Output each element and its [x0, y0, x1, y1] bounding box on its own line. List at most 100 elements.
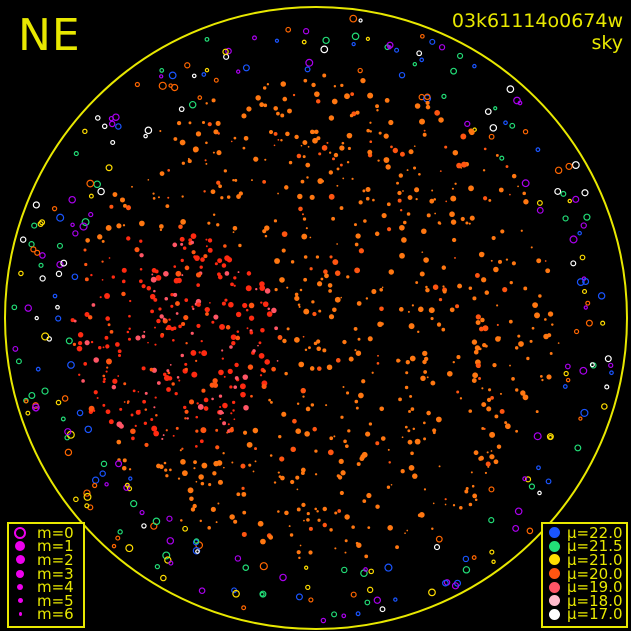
star-marker — [264, 225, 270, 231]
star-marker — [147, 341, 149, 344]
star-marker — [435, 535, 443, 543]
star-marker — [479, 455, 484, 461]
star-marker — [184, 417, 187, 420]
star-marker — [417, 513, 422, 518]
star-marker — [309, 236, 312, 239]
star-marker — [322, 73, 327, 78]
star-marker — [437, 221, 441, 225]
star-marker — [301, 213, 304, 216]
star-marker — [509, 193, 511, 196]
star-marker — [73, 319, 77, 323]
star-marker — [405, 371, 409, 375]
star-marker — [105, 370, 108, 373]
star-marker — [86, 179, 95, 188]
star-marker — [309, 267, 313, 271]
star-marker — [451, 582, 460, 590]
star-marker — [101, 278, 104, 281]
star-marker — [195, 429, 199, 433]
star-marker — [192, 146, 199, 153]
star-marker — [421, 228, 427, 235]
star-marker — [142, 399, 147, 404]
star-marker — [243, 135, 249, 141]
star-marker — [500, 229, 505, 234]
star-marker — [179, 449, 182, 452]
star-marker — [368, 422, 373, 426]
star-marker — [367, 336, 373, 342]
star-marker — [432, 428, 437, 433]
star-marker — [318, 309, 322, 313]
star-marker — [314, 91, 320, 97]
star-marker — [223, 169, 227, 173]
star-marker — [253, 156, 259, 162]
star-marker — [83, 248, 87, 252]
star-marker — [288, 525, 291, 528]
star-marker — [413, 166, 417, 170]
star-marker — [296, 550, 301, 555]
star-marker — [547, 311, 554, 317]
star-marker — [380, 322, 384, 326]
star-marker — [70, 318, 75, 323]
star-marker — [143, 330, 146, 333]
star-marker — [579, 254, 586, 261]
star-marker — [383, 157, 390, 163]
star-marker — [249, 330, 254, 335]
star-marker — [300, 387, 306, 394]
star-marker — [362, 499, 367, 504]
star-marker — [64, 448, 73, 457]
star-marker — [324, 273, 329, 279]
star-marker — [581, 288, 588, 295]
star-marker — [480, 317, 485, 323]
star-marker — [407, 310, 410, 313]
star-marker — [295, 428, 302, 435]
star-marker — [340, 470, 346, 476]
star-marker — [166, 537, 175, 545]
star-marker — [563, 370, 569, 377]
star-marker — [215, 120, 221, 126]
star-marker — [130, 413, 134, 417]
star-marker — [67, 361, 75, 369]
star-marker — [380, 436, 386, 441]
star-marker — [381, 212, 387, 219]
star-marker — [419, 118, 425, 125]
star-marker — [158, 81, 167, 90]
star-marker — [384, 563, 393, 572]
star-marker — [506, 85, 515, 94]
star-marker — [116, 439, 122, 445]
star-marker — [449, 211, 455, 218]
star-marker — [178, 324, 182, 329]
star-marker — [165, 429, 168, 432]
star-marker — [460, 167, 463, 169]
star-marker — [277, 510, 280, 513]
star-marker — [322, 522, 327, 528]
star-marker — [340, 415, 344, 419]
star-marker — [441, 265, 447, 270]
star-marker — [94, 115, 101, 121]
star-marker — [351, 525, 355, 529]
star-marker — [173, 277, 180, 284]
star-marker — [534, 312, 541, 319]
star-marker — [169, 468, 172, 472]
star-marker — [195, 480, 198, 483]
star-marker — [302, 140, 308, 146]
star-marker — [340, 83, 344, 88]
star-marker — [355, 233, 361, 239]
star-marker — [355, 406, 359, 410]
star-marker — [316, 510, 319, 513]
star-marker — [495, 153, 499, 157]
color-swatch-icon — [543, 568, 565, 580]
star-marker — [212, 378, 218, 384]
star-marker — [486, 451, 489, 454]
star-marker — [490, 450, 493, 452]
star-marker — [414, 103, 421, 109]
star-marker — [255, 95, 261, 101]
star-marker — [34, 249, 41, 256]
star-marker — [159, 464, 164, 470]
star-marker — [522, 191, 526, 196]
star-marker — [171, 382, 175, 386]
star-marker — [521, 179, 530, 188]
star-marker — [289, 533, 294, 537]
star-marker — [428, 307, 435, 314]
star-marker — [372, 198, 375, 202]
star-marker — [139, 220, 145, 227]
star-marker — [139, 239, 143, 243]
